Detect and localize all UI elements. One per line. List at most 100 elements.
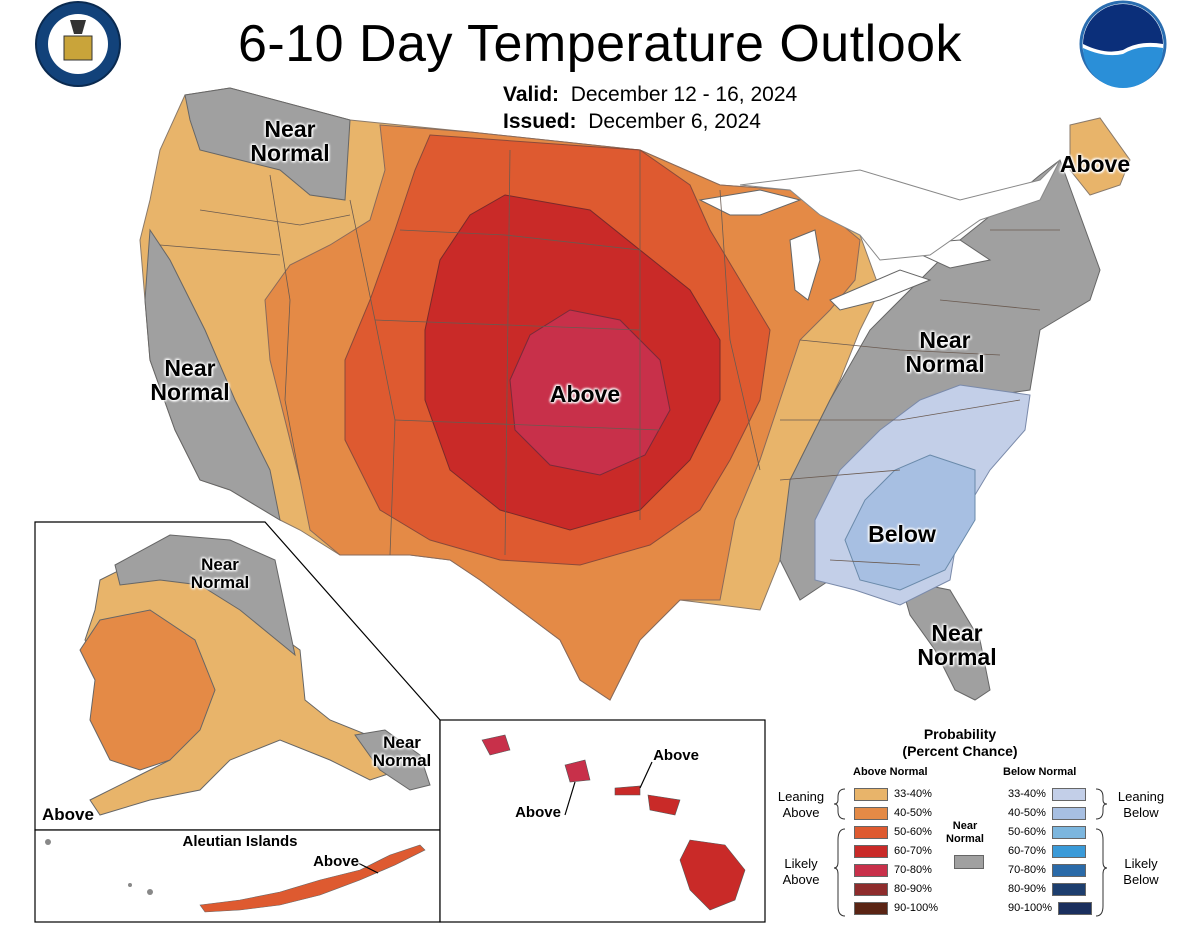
nw-near-normal-label: Near Normal [240, 117, 340, 165]
hawaii-kauai [481, 734, 511, 756]
legend-above-row: 33-40% [854, 786, 932, 802]
se-below-40-50-region [844, 454, 976, 591]
ak-near-normal-label: Near Normal [180, 556, 260, 592]
hawaii-maui [647, 794, 681, 816]
hawaii-molokai [614, 785, 641, 796]
nw-near-normal-region [184, 87, 351, 201]
west-near-normal-label: Near Normal [140, 356, 240, 404]
legend-above-swatch [854, 806, 888, 820]
east-near-normal-label: Near Normal [895, 328, 995, 376]
fl-near-normal-line2: Normal [917, 644, 997, 671]
noaa-logo [1079, 0, 1167, 88]
legend-below-range: 50-60% [1008, 826, 1046, 838]
legend-above-swatch [854, 825, 888, 839]
aleutian-pointer [357, 862, 379, 874]
legend-below-row: 60-70% [1008, 843, 1086, 859]
florida-near-normal-region [899, 579, 991, 701]
ak-above-label: Above [42, 805, 94, 824]
alaska-near-normal [114, 534, 296, 657]
legend-above-swatch [854, 863, 888, 877]
legend-leaning-above-line2: Above [782, 805, 820, 821]
legend-leaning-below-line1: Leaning [1117, 789, 1165, 804]
legend-above-swatch [854, 844, 888, 858]
nw-near-normal-line1: Near [264, 116, 316, 142]
maine-above-region [1069, 117, 1131, 196]
legend-below-range: 60-70% [1008, 845, 1046, 857]
nw-near-normal-line2: Normal [250, 140, 330, 167]
legend-title-line2: (Percent Chance) [902, 742, 1018, 759]
legend-above-swatch [854, 901, 888, 915]
legend-below-swatch [1051, 882, 1086, 896]
legend-below-swatch [1051, 787, 1086, 801]
legend-near-normal-label: Near Normal [940, 820, 990, 846]
legend-likely-below-line1: Likely [1124, 856, 1158, 871]
legend-below-swatch [1051, 844, 1086, 858]
ak-se-near-normal-line1: Near [383, 733, 421, 752]
legend-likely-above-line2: Above [782, 872, 820, 888]
legend-below-row: 33-40% [1008, 786, 1086, 802]
legend-above-row: 50-60% [854, 824, 932, 840]
legend-near-normal-line2: Normal [946, 833, 984, 846]
legend-below-range: 70-80% [1008, 864, 1046, 876]
legend-below-range: 40-50% [1008, 807, 1046, 819]
legend-below-head: Below Normal [1003, 766, 1077, 778]
legend-above-row: 80-90% [854, 881, 932, 897]
legend-above-range: 70-80% [894, 864, 932, 876]
legend-above-swatch [854, 882, 888, 896]
conus-70-80-region [509, 309, 671, 476]
legend-below-swatch [1051, 863, 1086, 877]
alaska-se-near-normal [354, 729, 431, 791]
west-near-normal-line2: Normal [150, 379, 230, 406]
legend-above-range: 60-70% [894, 845, 932, 857]
valid-label: Valid: [503, 83, 560, 106]
legend-likely-above-line1: Likely [784, 856, 818, 871]
issued-label: Issued: [503, 110, 577, 133]
issued-value: December 6, 2024 [588, 110, 761, 133]
ak-se-near-normal-line2: Normal [372, 750, 432, 770]
legend-below-row: 70-80% [1008, 862, 1086, 878]
ak-near-normal-line1: Near [201, 555, 239, 574]
hawaii-above-label-1: Above [515, 804, 561, 821]
legend-above-row: 40-50% [854, 805, 932, 821]
legend-near-normal-swatch [954, 855, 984, 869]
legend-below-row: 90-100% [1008, 900, 1093, 916]
legend-above-row: 60-70% [854, 843, 932, 859]
legend-below-range: 33-40% [1008, 788, 1046, 800]
hawaii-pointer-2 [639, 761, 653, 789]
canada-blank-region [739, 159, 1061, 261]
legend-likely-below-line2: Below [1123, 872, 1159, 888]
legend-below-swatch [1051, 825, 1086, 839]
east-near-normal-line2: Normal [905, 351, 985, 378]
east-near-normal-line1: Near [919, 327, 971, 353]
legend-above-head: Above Normal [853, 766, 928, 778]
state-boundary-lines [159, 149, 1060, 566]
legend-title: Probability (Percent Chance) [860, 726, 1060, 760]
legend-above-range: 90-100% [894, 902, 939, 914]
alaska-40-50 [79, 609, 216, 771]
fl-near-normal-label: Near Normal [907, 621, 1007, 669]
legend-below-range: 90-100% [1008, 902, 1053, 914]
legend-below-swatch [1051, 806, 1086, 820]
issued-line: Issued: December 6, 2024 [503, 110, 761, 134]
page-title: 6-10 Day Temperature Outlook [237, 15, 963, 73]
valid-line: Valid: December 12 - 16, 2024 [503, 83, 797, 107]
legend-below-row: 40-50% [1008, 805, 1086, 821]
legend-leaning-below: Leaning Below [1110, 789, 1172, 822]
aleutian-above-label: Above [313, 853, 359, 870]
legend-near-normal-line1: Near [952, 820, 978, 832]
hawaii-above-label-2: Above [653, 747, 699, 764]
legend-below-range: 80-90% [1008, 883, 1046, 895]
west-coast-near-normal-region [144, 228, 281, 522]
ne-above-label: Above [1059, 151, 1131, 177]
hawaii-oahu [564, 759, 591, 783]
legend-above-range: 50-60% [894, 826, 932, 838]
aleutian-islet [128, 883, 132, 887]
fl-near-normal-line1: Near [931, 620, 983, 646]
legend-above-range: 80-90% [894, 883, 932, 895]
commerce-seal-logo [35, 1, 121, 87]
hawaii-pointer-1 [564, 781, 576, 816]
aleutian-islet [45, 839, 51, 845]
central-above-label: Above [549, 381, 621, 407]
legend-below-row: 80-90% [1008, 881, 1086, 897]
